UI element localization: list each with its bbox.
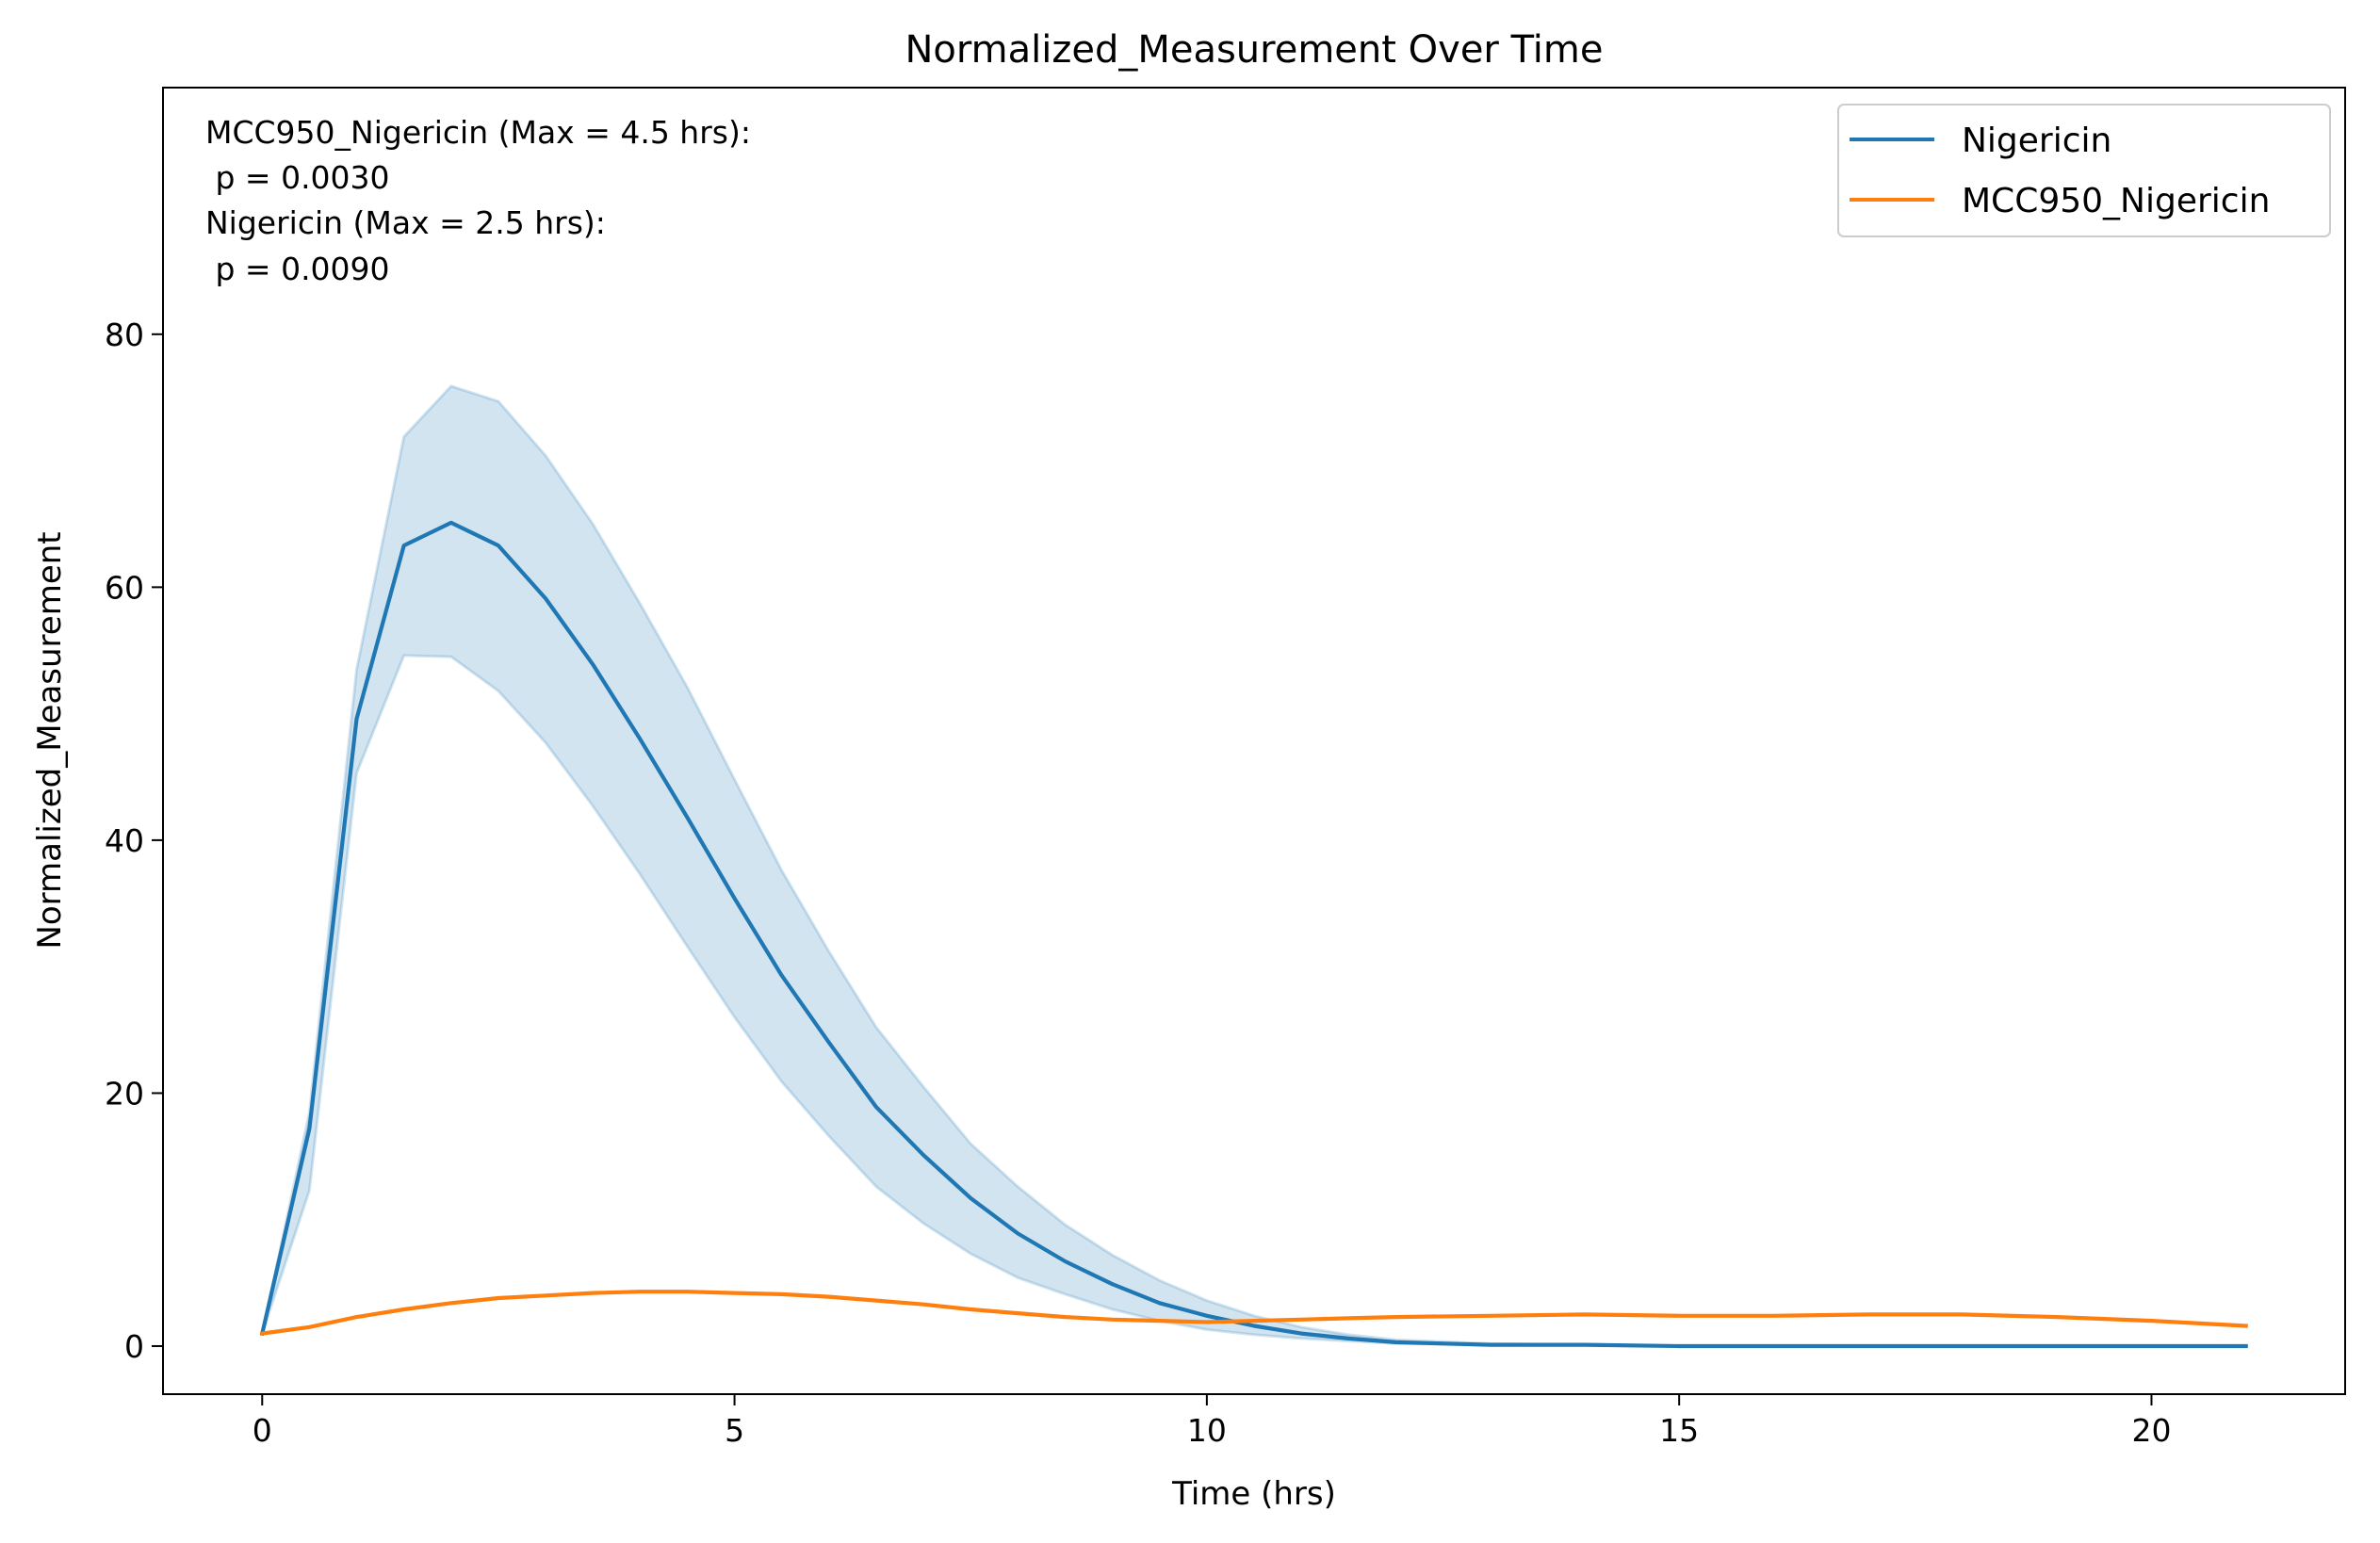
x-tick-label: 15 <box>1659 1412 1699 1449</box>
x-tick-label: 10 <box>1187 1412 1227 1449</box>
stats-annotation: MCC950_Nigericin (Max = 4.5 hrs): p = 0.… <box>205 114 751 287</box>
annotation-line-2: p = 0.0030 <box>205 159 390 196</box>
annotation-line-3: Nigericin (Max = 2.5 hrs): <box>205 204 606 241</box>
x-tick-label: 20 <box>2131 1412 2171 1449</box>
legend: Nigericin MCC950_Nigericin <box>1837 104 2331 237</box>
series-line-nigericin <box>259 520 2248 1349</box>
legend-label-nigericin: Nigericin <box>1962 122 2111 160</box>
x-axis-label: Time (hrs) <box>1171 1475 1336 1513</box>
y-axis-label: Normalized_Measurement <box>31 531 69 949</box>
series-line-mcc950-nigericin <box>259 1290 2248 1336</box>
legend-label-mcc950-nigericin: MCC950_Nigericin <box>1962 182 2270 220</box>
confidence-band-nigericin <box>260 384 2246 1348</box>
axes-frame <box>162 87 2346 1395</box>
y-tick-label: 20 <box>105 1075 144 1112</box>
y-tick-label: 0 <box>124 1328 144 1365</box>
x-tick-label: 0 <box>253 1412 272 1449</box>
x-tick-label: 5 <box>725 1412 744 1449</box>
y-tick-label: 80 <box>105 317 144 353</box>
y-tick-label: 40 <box>105 822 144 859</box>
chart-title: Normalized_Measurement Over Time <box>905 28 1604 72</box>
plot-area <box>259 384 2248 1349</box>
x-axis: 0 5 10 15 20 <box>253 1394 2171 1449</box>
legend-box <box>1837 104 2331 237</box>
y-tick-label: 60 <box>105 569 144 606</box>
y-axis: 0 20 40 60 80 <box>105 317 163 1365</box>
annotation-line-4: p = 0.0090 <box>205 251 390 287</box>
annotation-line-1: MCC950_Nigericin (Max = 4.5 hrs): <box>205 114 751 151</box>
